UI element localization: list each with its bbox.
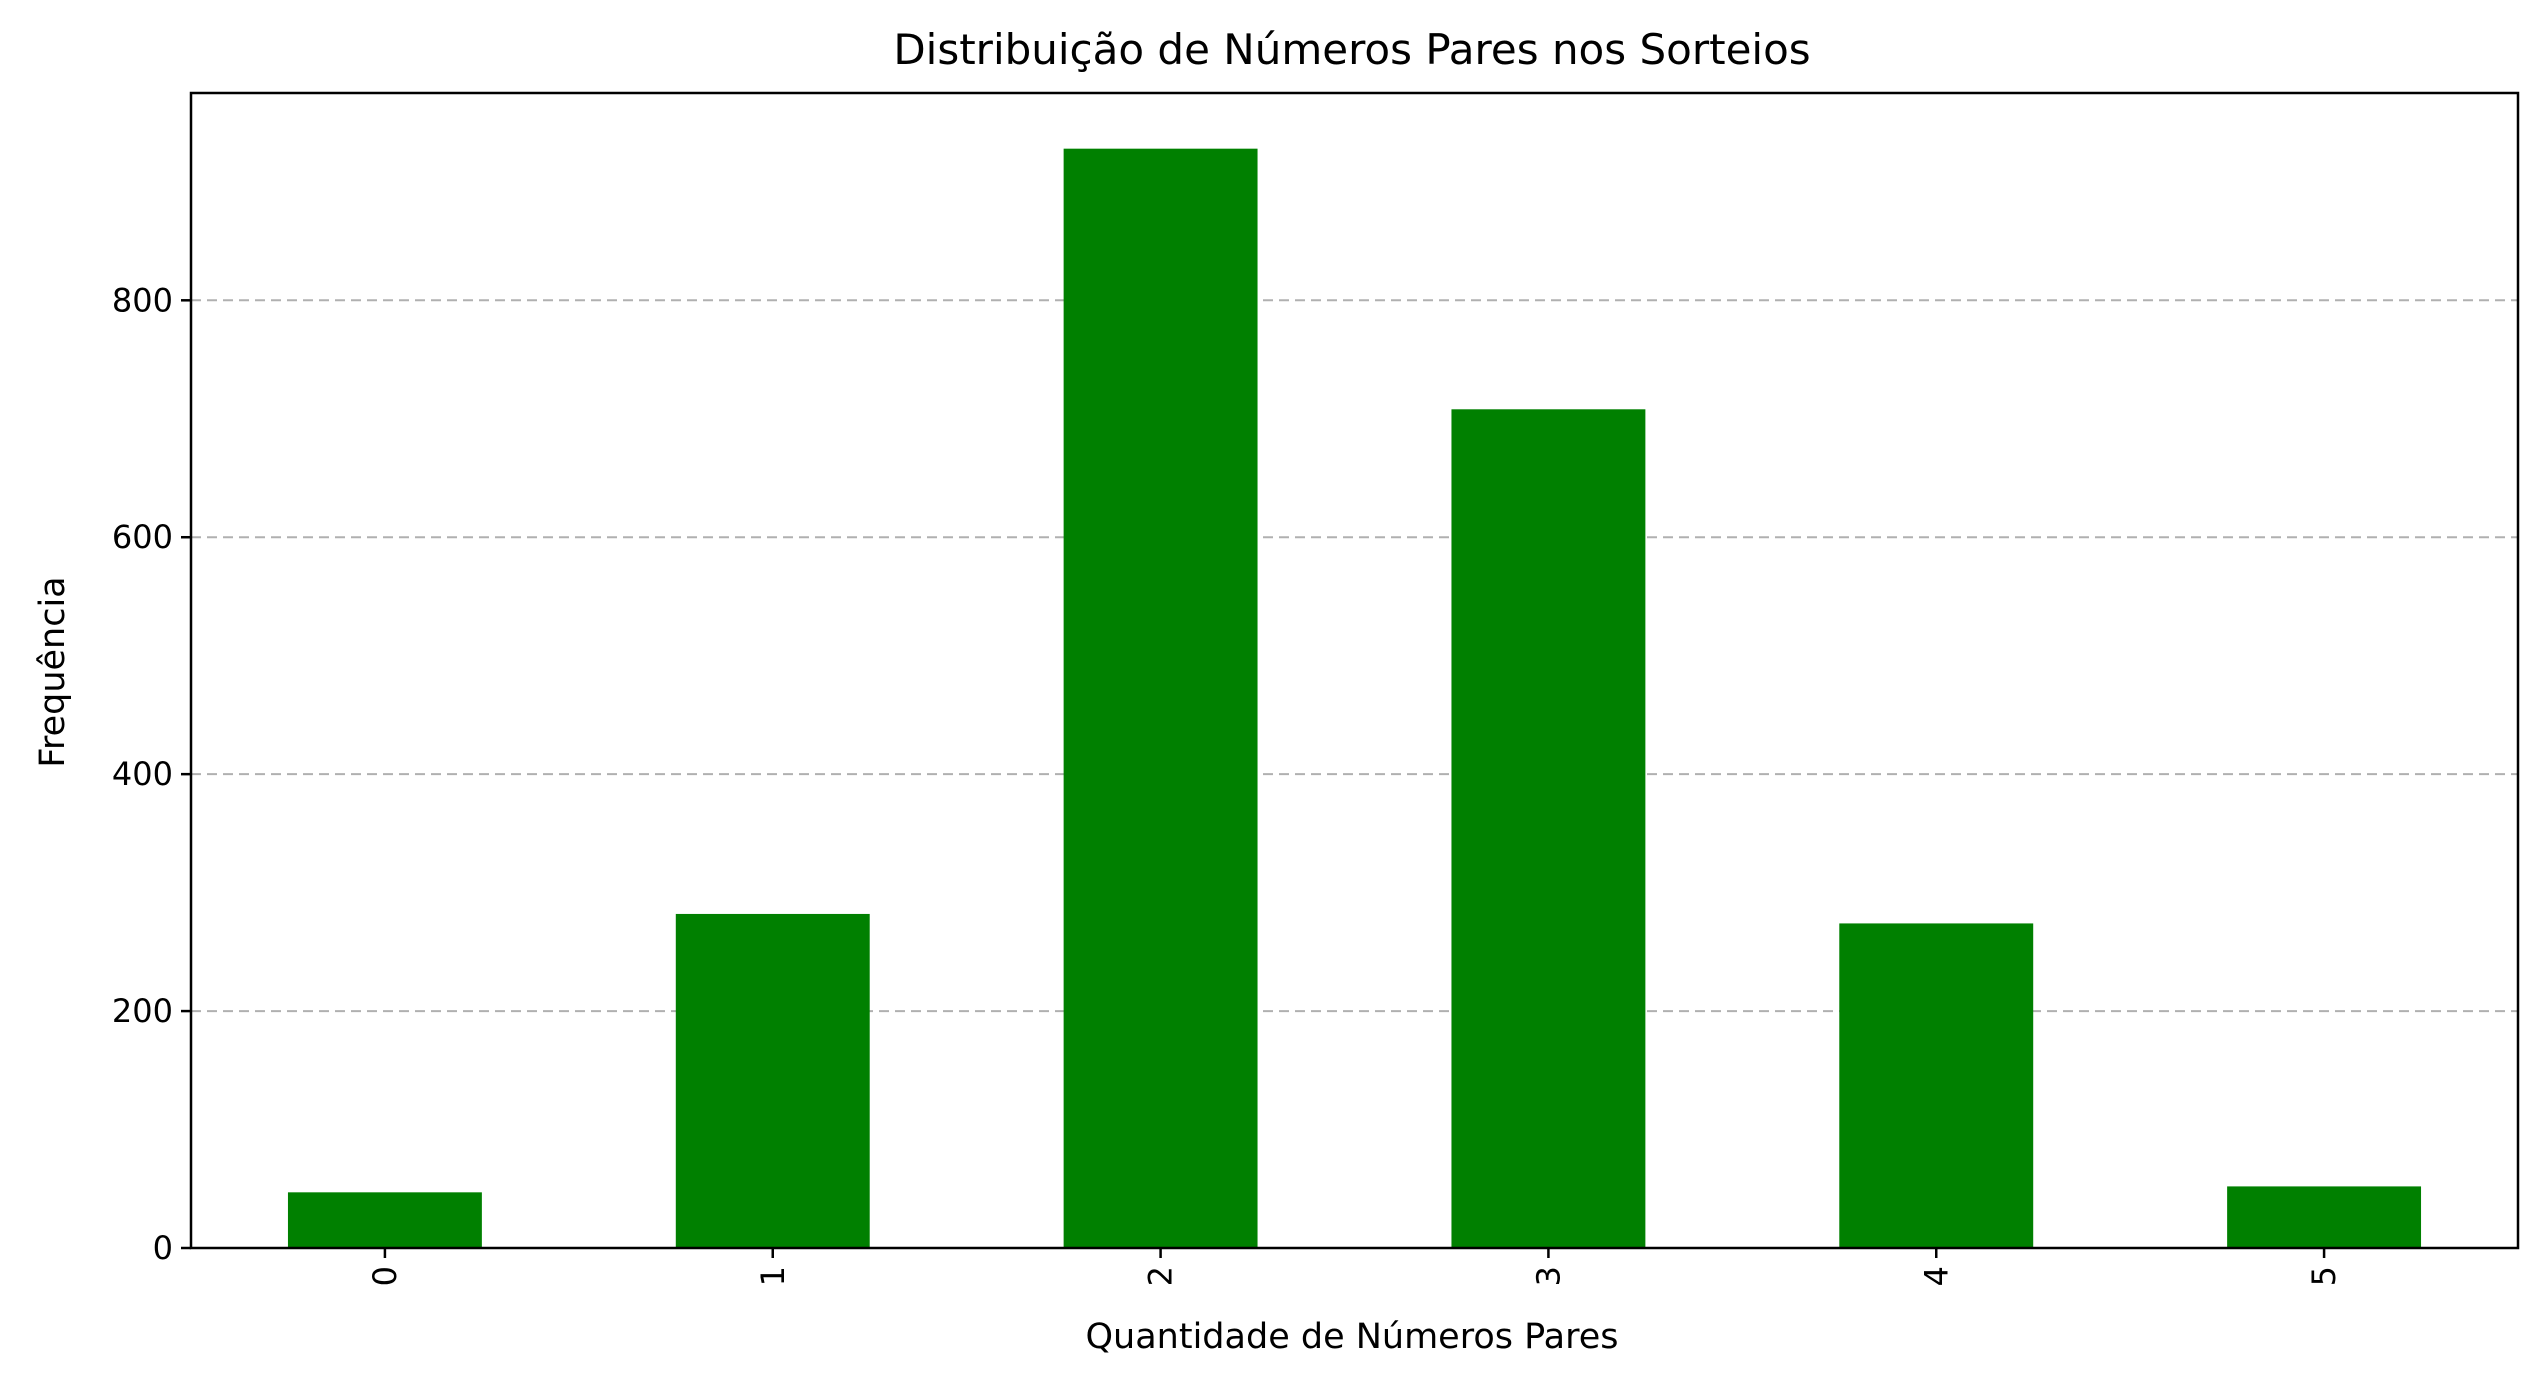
chart-title: Distribuição de Números Pares nos Sortei… [893,25,1810,74]
bars [287,148,2422,1249]
bar-1 [675,913,870,1248]
plot-frame [189,91,2520,1250]
bar-0 [287,1192,482,1248]
x-tick-label: 5 [2305,1266,2343,1286]
y-tick-label: 400 [112,755,173,793]
y-axis: 0 200 400 600 800 [112,281,191,1267]
y-axis-label: Frequência [33,576,73,767]
x-tick-label: 4 [1917,1266,1955,1286]
grid-lines [191,299,2518,1013]
x-tick-label: 1 [754,1266,792,1286]
bar-3 [1451,409,1646,1248]
y-tick-label: 200 [112,992,173,1030]
y-tick-label: 600 [112,518,173,556]
x-axis: 0 1 2 3 4 5 [366,1248,2343,1286]
x-tick-label: 3 [1529,1266,1567,1286]
y-tick-label: 800 [112,281,173,319]
bar-5 [2227,1186,2422,1248]
bar-4 [1839,923,2034,1248]
bar-2 [1063,148,1258,1249]
x-tick-label: 0 [366,1266,404,1286]
x-tick-label: 2 [1142,1266,1180,1286]
x-axis-label: Quantidade de Números Pares [1086,1317,1619,1357]
y-tick-label: 0 [153,1229,173,1267]
